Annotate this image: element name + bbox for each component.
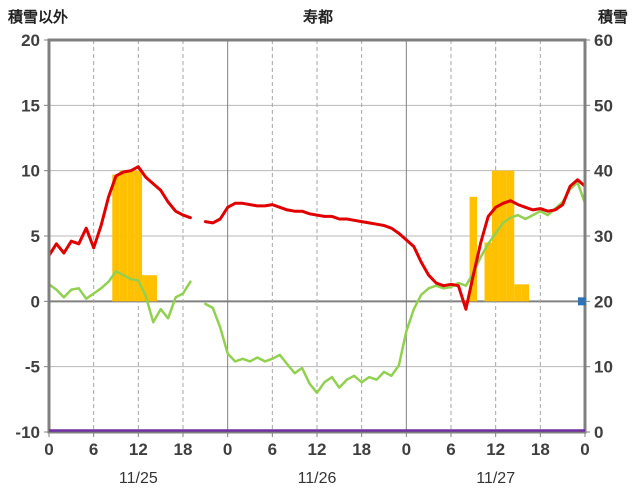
svg-text:11/26: 11/26 (298, 470, 337, 487)
svg-text:11/25: 11/25 (119, 470, 158, 487)
chart-title: 寿都 (302, 9, 333, 26)
svg-text:60: 60 (594, 31, 613, 50)
svg-text:0: 0 (580, 440, 589, 459)
svg-text:20: 20 (21, 31, 40, 50)
right-axis-title: 積雪 (597, 9, 628, 26)
svg-text:10: 10 (594, 358, 613, 377)
svg-text:0: 0 (594, 423, 603, 442)
hour-axis-ticks: 0 6 12 18 0 6 12 18 0 6 12 18 0 (44, 432, 590, 459)
svg-text:0: 0 (44, 440, 53, 459)
svg-text:5: 5 (31, 227, 40, 246)
svg-text:11/27: 11/27 (476, 470, 515, 487)
date-labels: 11/25 11/26 11/27 (119, 470, 515, 487)
green-line-series (47, 181, 587, 395)
right-axis-ticks: 60 50 40 30 20 10 0 (585, 31, 613, 442)
svg-text:12: 12 (129, 440, 148, 459)
svg-text:20: 20 (594, 292, 613, 311)
svg-text:0: 0 (31, 292, 40, 311)
left-axis-ticks: 20 15 10 5 0 -5 -10 (15, 31, 49, 442)
precipitation-bars (112, 170, 530, 302)
svg-text:0: 0 (402, 440, 411, 459)
svg-text:18: 18 (174, 440, 193, 459)
svg-text:15: 15 (21, 96, 40, 115)
svg-text:30: 30 (594, 227, 613, 246)
svg-text:6: 6 (89, 440, 98, 459)
svg-text:40: 40 (594, 162, 613, 181)
svg-text:-5: -5 (25, 358, 40, 377)
svg-text:18: 18 (531, 440, 550, 459)
left-axis-title: 積雪以外 (8, 9, 69, 26)
svg-text:12: 12 (308, 440, 327, 459)
svg-text:10: 10 (21, 162, 40, 181)
svg-text:6: 6 (268, 440, 277, 459)
svg-text:18: 18 (352, 440, 371, 459)
svg-text:6: 6 (446, 440, 455, 459)
blue-marker (578, 297, 586, 306)
svg-text:-10: -10 (15, 423, 40, 442)
svg-text:12: 12 (486, 440, 505, 459)
svg-text:0: 0 (223, 440, 232, 459)
svg-text:50: 50 (594, 96, 613, 115)
red-line-series (47, 165, 587, 311)
